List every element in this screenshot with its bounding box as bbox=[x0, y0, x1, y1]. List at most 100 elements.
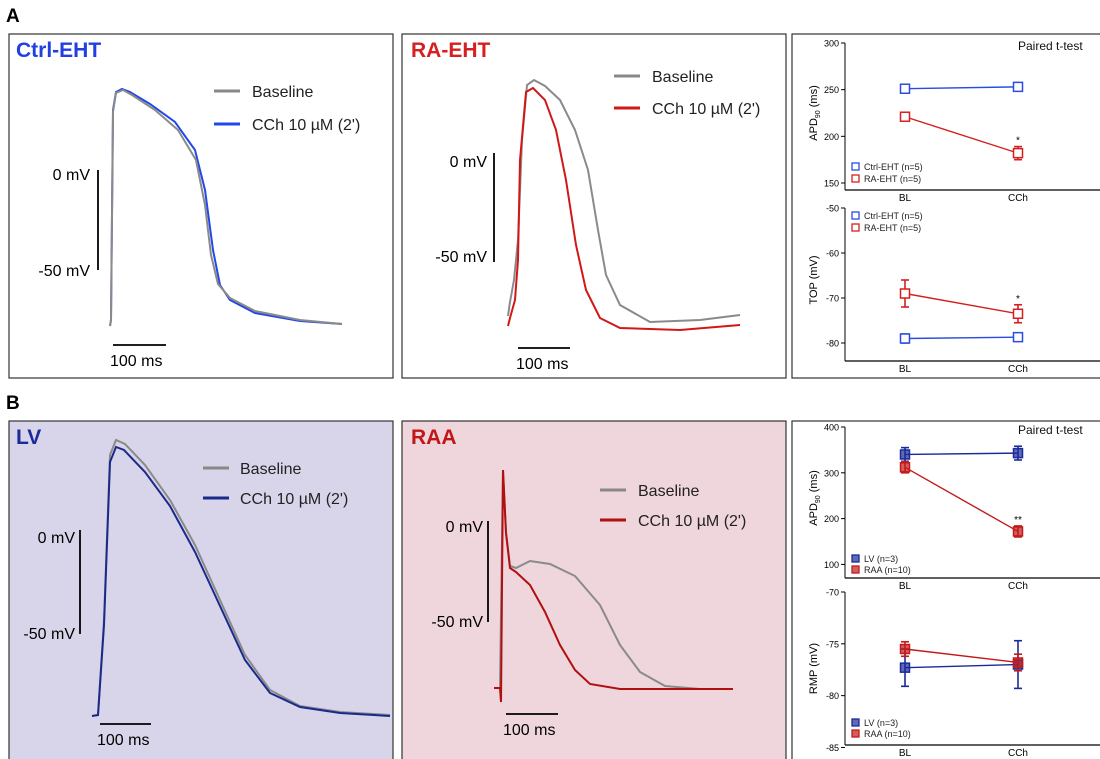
data-point bbox=[1012, 657, 1024, 668]
legend-marker bbox=[851, 162, 860, 171]
legend-label: RA-EHT (n=5) bbox=[864, 223, 921, 233]
data-point bbox=[899, 462, 911, 473]
data-point bbox=[899, 83, 911, 94]
legend-label: RA-EHT (n=5) bbox=[864, 174, 921, 184]
legend-label: RAA (n=10) bbox=[864, 729, 911, 739]
y-tick-label: -80 bbox=[826, 339, 839, 349]
x-tick-label: BL bbox=[899, 364, 912, 375]
series-line bbox=[904, 86, 1019, 90]
y-tick-label: -50 bbox=[826, 204, 839, 214]
significance-marker: * bbox=[1016, 136, 1020, 147]
y-tick-label: -60 bbox=[826, 249, 839, 259]
y-tick-label: -80 bbox=[826, 691, 839, 701]
stats-plot-3: 100 200 300 400 BL CCh APD90 (ms) LV (n=3)RAA (… bbox=[808, 423, 1100, 592]
legend-marker bbox=[851, 174, 860, 183]
scale-label-100ms: 100 ms bbox=[110, 353, 162, 370]
data-point bbox=[899, 662, 911, 673]
legend-label: Ctrl-EHT (n=5) bbox=[864, 211, 923, 221]
series-line bbox=[904, 116, 1019, 154]
legend-label-baseline: Baseline bbox=[652, 69, 713, 86]
legend-label-baseline: Baseline bbox=[638, 483, 699, 500]
stats-title-b: Paired t-test bbox=[1018, 423, 1083, 437]
trace-panel-ra-eht: RA-EHT Baseline CCh 10 µM (2') 0 mV -50 … bbox=[401, 33, 787, 379]
y-tick-label: -70 bbox=[826, 294, 839, 304]
legend-label-baseline: Baseline bbox=[240, 461, 301, 478]
legend-marker bbox=[851, 718, 860, 727]
data-point bbox=[1012, 331, 1024, 343]
scale-label-0mv: 0 mV bbox=[38, 530, 76, 547]
y-axis-label: RMP (mV) bbox=[808, 643, 820, 694]
scale-label-0mv: 0 mV bbox=[446, 519, 484, 536]
ap-trace-cch bbox=[91, 445, 391, 717]
section-letter-a: A bbox=[6, 6, 20, 27]
section-letter-b: B bbox=[6, 393, 20, 414]
x-tick-label: BL bbox=[899, 748, 912, 759]
legend-label: Ctrl-EHT (n=5) bbox=[864, 162, 923, 172]
legend-label-cch: CCh 10 µM (2') bbox=[252, 117, 360, 134]
series-line bbox=[904, 292, 1019, 315]
x-tick-label: CCh bbox=[1008, 193, 1028, 204]
series-line bbox=[904, 466, 1019, 533]
scale-label-100ms: 100 ms bbox=[503, 722, 555, 739]
legend-marker bbox=[851, 211, 860, 220]
scale-label-50mv: -50 mV bbox=[38, 263, 90, 280]
legend-label-baseline: Baseline bbox=[252, 84, 313, 101]
stats-plots: 150 200 250 300 BL CCh APD90 (ms) Ctrl-EHT (n=5… bbox=[808, 39, 1100, 759]
legend-label-cch: CCh 10 µM (2') bbox=[652, 101, 760, 118]
y-tick-label: 300 bbox=[824, 468, 839, 478]
y-tick-label: 200 bbox=[824, 132, 839, 142]
panel-frame bbox=[401, 420, 787, 759]
data-point bbox=[1012, 81, 1024, 93]
ap-trace-baseline bbox=[507, 78, 741, 324]
significance-marker: ** bbox=[1014, 515, 1022, 526]
data-point bbox=[899, 643, 911, 655]
y-tick-label: -70 bbox=[826, 588, 839, 598]
legend-label-cch: CCh 10 µM (2') bbox=[638, 513, 746, 530]
y-tick-label: 100 bbox=[824, 560, 839, 570]
legend-label: RAA (n=10) bbox=[864, 565, 911, 575]
scale-label-50mv: -50 mV bbox=[23, 626, 75, 643]
data-point bbox=[899, 333, 911, 344]
scale-label-100ms: 100 ms bbox=[516, 356, 568, 373]
y-axis-label: TOP (mV) bbox=[808, 255, 820, 304]
y-axis-label: APD90 (ms) bbox=[808, 85, 822, 140]
legend-marker bbox=[851, 729, 860, 738]
stats-panel-frame-a bbox=[791, 33, 1100, 379]
scale-label-50mv: -50 mV bbox=[435, 249, 487, 266]
series-line bbox=[904, 648, 1019, 664]
scale-label-100ms: 100 ms bbox=[97, 732, 149, 749]
legend-marker bbox=[851, 223, 860, 232]
y-tick-label: 200 bbox=[824, 514, 839, 524]
stats-plot-4: -85 -80 -75 -70 BL CCh RMP (mV) LV (n=3)RAA (n=… bbox=[808, 588, 1100, 759]
x-tick-label: CCh bbox=[1008, 748, 1028, 759]
data-point bbox=[899, 449, 911, 460]
legend-label-cch: CCh 10 µM (2') bbox=[240, 491, 348, 508]
data-point bbox=[1012, 526, 1024, 537]
panel-frame bbox=[8, 420, 394, 759]
x-tick-label: CCh bbox=[1008, 364, 1028, 375]
x-tick-label: CCh bbox=[1008, 581, 1028, 592]
scale-label-0mv: 0 mV bbox=[53, 167, 91, 184]
data-point bbox=[1012, 147, 1024, 159]
trace-panel-ctrl-eht: Ctrl-EHT Baseline CCh 10 µM (2') 0 mV -5… bbox=[8, 33, 394, 379]
panel-title: RA-EHT bbox=[411, 39, 490, 62]
y-tick-label: -85 bbox=[826, 743, 839, 753]
trace-panel-raa: RAA Baseline CCh 10 µM (2') 0 mV -50 mV … bbox=[401, 420, 787, 759]
stats-plot-2: -80 -70 -60 -50 BL CCh TOP (mV) Ctrl-EHT (n=5) R… bbox=[808, 204, 1100, 375]
y-axis-label: APD90 (ms) bbox=[808, 470, 822, 525]
legend-marker bbox=[851, 565, 860, 574]
series-line bbox=[904, 452, 1019, 456]
series-line bbox=[904, 663, 1019, 669]
stats-title-a: Paired t-test bbox=[1018, 39, 1083, 53]
ap-trace-cch bbox=[494, 469, 733, 703]
data-point bbox=[1012, 308, 1024, 319]
trace-panel-lv: LV Baseline CCh 10 µM (2') 0 mV -50 mV 1… bbox=[8, 420, 394, 759]
y-tick-label: 250 bbox=[824, 85, 839, 95]
legend-label: LV (n=3) bbox=[864, 718, 898, 728]
y-tick-label: -75 bbox=[826, 639, 839, 649]
y-tick-label: 150 bbox=[824, 179, 839, 189]
panel-frame bbox=[8, 33, 394, 379]
series-line bbox=[904, 336, 1019, 340]
data-point bbox=[899, 288, 911, 299]
